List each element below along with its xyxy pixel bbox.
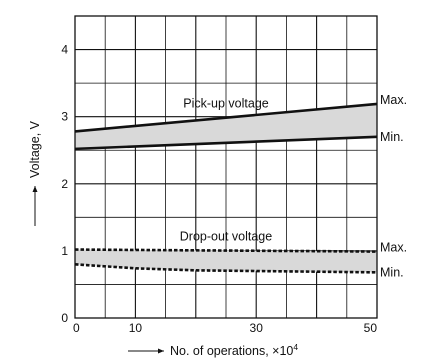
x-axis-label: No. of operations, ×104 bbox=[170, 342, 298, 358]
y-axis-title: Voltage, V bbox=[28, 120, 42, 226]
series-end-label-max: Max. bbox=[380, 93, 407, 107]
series-line-min bbox=[74, 135, 378, 151]
band-fill bbox=[75, 249, 377, 273]
x-tick-label: 30 bbox=[250, 321, 264, 335]
series-end-label-max: Max. bbox=[380, 241, 407, 255]
tick-labels: 0 1 2 3 4 0 10 30 50 bbox=[61, 43, 377, 335]
y-tick-label: 1 bbox=[61, 244, 68, 258]
x-axis-label-exponent: 4 bbox=[293, 342, 298, 352]
series-line-max bbox=[74, 102, 378, 133]
x-tick-label: 10 bbox=[129, 321, 143, 335]
series-line-min bbox=[74, 263, 378, 274]
plot-frame bbox=[74, 15, 378, 319]
band-name-label: Drop-out voltage bbox=[180, 230, 272, 244]
series-end-label-min: Min. bbox=[380, 265, 404, 279]
y-tick-label: 4 bbox=[61, 43, 68, 57]
x-tick-label: 50 bbox=[364, 321, 378, 335]
x-axis-label-text: No. of operations, ×10 bbox=[170, 344, 293, 358]
y-axis-label: Voltage, V bbox=[28, 120, 42, 178]
series-end-label-min: Min. bbox=[380, 130, 404, 144]
curve-labels: Max. Min. Pick-up voltage Max. Min. Drop-out … bbox=[180, 93, 407, 279]
y-tick-label: 2 bbox=[61, 177, 68, 191]
y-tick-label: 3 bbox=[61, 110, 68, 124]
y-tick-label: 0 bbox=[61, 311, 68, 325]
series-line-max bbox=[74, 248, 378, 253]
x-axis-title: No. of operations, ×104 bbox=[128, 342, 298, 358]
band-name-label: Pick-up voltage bbox=[183, 97, 269, 111]
band-fill bbox=[75, 103, 377, 149]
grid bbox=[75, 16, 377, 318]
bands bbox=[74, 102, 378, 274]
x-axis-arrowhead bbox=[158, 348, 164, 354]
y-axis-arrowhead bbox=[32, 186, 38, 192]
x-tick-label: 0 bbox=[73, 321, 80, 335]
